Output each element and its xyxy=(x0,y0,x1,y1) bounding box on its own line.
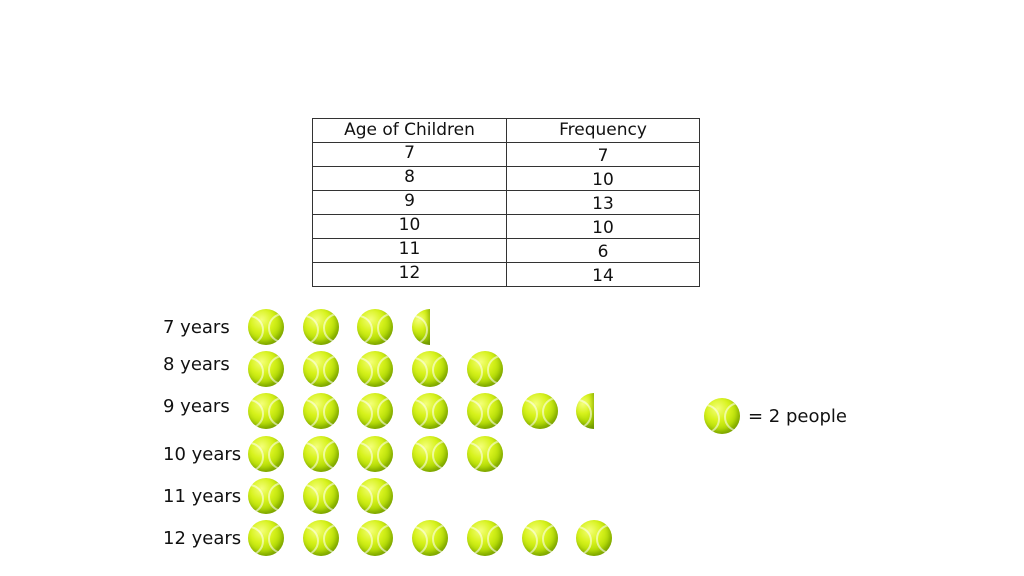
tennis-ball-icon xyxy=(466,520,503,556)
tennis-ball-icon xyxy=(412,393,449,429)
tennis-ball-icon xyxy=(357,393,394,429)
tennis-ball-icon xyxy=(302,436,339,472)
tennis-ball-icon xyxy=(248,309,284,345)
age-cell: 9 xyxy=(312,190,507,215)
age-cell: 10 xyxy=(312,214,507,239)
tennis-ball-icon xyxy=(357,436,394,472)
tennis-ball-icon xyxy=(521,520,558,556)
tennis-ball-icon xyxy=(412,436,449,472)
half-tennis-ball-icon xyxy=(412,309,431,345)
table-row: 8 10 xyxy=(312,166,700,191)
tennis-ball-icon xyxy=(357,309,394,345)
tennis-ball-icon xyxy=(357,478,394,514)
tennis-ball-icon xyxy=(302,309,339,345)
tennis-ball-icon xyxy=(248,436,284,472)
header-frequency: Frequency xyxy=(506,118,700,143)
tennis-ball-icon xyxy=(302,520,339,556)
tennis-ball-icon xyxy=(521,393,558,429)
row-label: 11 years xyxy=(163,486,242,507)
key-label: = 2 people xyxy=(748,406,847,427)
tennis-ball-icon xyxy=(357,351,394,387)
header-age: Age of Children xyxy=(312,118,507,143)
table-row: 11 6 xyxy=(312,238,700,263)
half-tennis-ball-icon xyxy=(576,393,595,429)
frequency-cell: 13 xyxy=(506,190,700,215)
tennis-ball-icon xyxy=(704,398,740,434)
tennis-ball-icon xyxy=(357,520,394,556)
row-label: 9 years xyxy=(163,396,230,417)
table-row: 9 13 xyxy=(312,190,700,215)
tennis-ball-icon xyxy=(412,351,449,387)
frequency-table: Age of Children Frequency 7 7 8 10 9 13 … xyxy=(312,118,700,287)
table-row: 12 14 xyxy=(312,262,700,287)
age-cell: 8 xyxy=(312,166,507,191)
tennis-ball-icon xyxy=(302,351,339,387)
tennis-ball-icon xyxy=(466,436,503,472)
tennis-ball-icon xyxy=(576,520,613,556)
age-cell: 12 xyxy=(312,262,507,287)
tennis-ball-icon xyxy=(248,520,284,556)
row-label: 10 years xyxy=(163,444,242,465)
tennis-ball-icon xyxy=(412,520,449,556)
tennis-ball-icon xyxy=(248,478,284,514)
table-header-row: Age of Children Frequency xyxy=(312,118,700,143)
tennis-ball-icon xyxy=(466,393,503,429)
frequency-cell: 14 xyxy=(506,262,700,287)
row-label: 7 years xyxy=(163,317,230,338)
row-label: 12 years xyxy=(163,528,242,549)
frequency-cell: 10 xyxy=(506,166,700,191)
tennis-ball-icon xyxy=(466,351,503,387)
tennis-ball-icon xyxy=(248,393,284,429)
tennis-ball-icon xyxy=(302,478,339,514)
row-label: 8 years xyxy=(163,354,230,375)
tennis-ball-icon xyxy=(302,393,339,429)
tennis-ball-icon xyxy=(248,351,284,387)
frequency-cell: 6 xyxy=(506,238,700,263)
